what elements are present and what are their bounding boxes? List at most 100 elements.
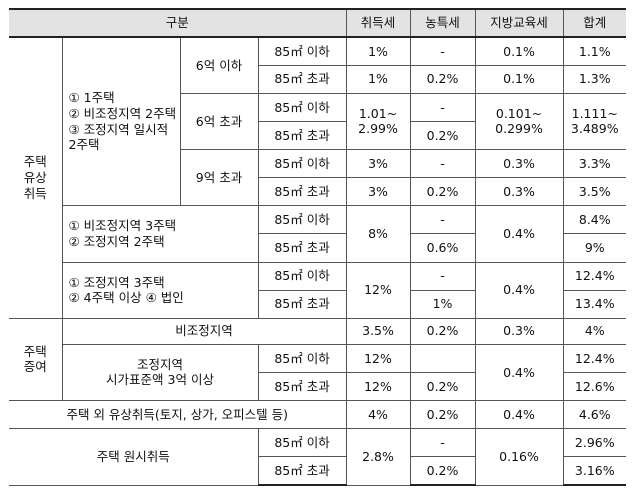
rural-tax-cell: 0.2% — [409, 371, 476, 402]
header-row: 구분 취득세 농특세 지방교육세 합계 — [9, 8, 627, 38]
price-6-below: 6억 이하 — [179, 36, 259, 94]
table-row: ① 비조정지역 3주택 ② 조정지역 2주택 85㎡ 이하 8% - 0.4% … — [9, 205, 627, 263]
area-gt-85: 85㎡ 초과 — [258, 371, 347, 402]
area-le-85: 85㎡ 이하 — [257, 343, 347, 373]
acq-tax-cell: 3.5% — [345, 317, 411, 345]
total-cell: 13.4% — [562, 289, 627, 319]
total-cell: 9% — [562, 233, 627, 263]
price-6-above: 6억 초과 — [180, 92, 259, 151]
total-cell: 3.3% — [562, 148, 627, 179]
total-cell: 4% — [562, 317, 627, 345]
total-cell: 3.16% — [562, 456, 627, 487]
total-cell: 1.1% — [562, 36, 627, 66]
area-le-85: 85㎡ 이하 — [257, 428, 347, 458]
table-row: 주택 유상 취득 ① 1주택 ② 비조정지역 2주택 ③ 조정지역 일시적 2주… — [9, 36, 627, 319]
total-cell: 2.96% — [562, 428, 627, 458]
rural-tax-cell: - — [409, 92, 476, 122]
area-gt-85: 85㎡ 초과 — [258, 289, 347, 319]
group-paid-acquisition: 주택 유상 취득 — [9, 36, 63, 319]
condition-three-house-nonadjusted: ① 비조정지역 3주택 ② 조정지역 2주택 — [62, 205, 259, 263]
table-row: 주택 증여 비조정지역 3.5% 0.2% 0.3% 4% — [9, 317, 627, 402]
rural-tax-cell: - — [409, 261, 476, 291]
edu-tax-cell: 0.4% — [474, 400, 564, 430]
edu-tax-cell: 0.3% — [474, 177, 564, 207]
header-category: 구분 — [9, 8, 347, 38]
total-cell: 3.5% — [562, 177, 627, 207]
rural-tax-cell: 0.2% — [409, 400, 476, 430]
header-rural-special-tax: 농특세 — [409, 8, 476, 38]
rural-tax-cell: 0.2% — [409, 120, 476, 151]
table-row: 9억 초과 85㎡ 이하 3% - 0.3% 3.3% — [9, 148, 627, 207]
group-gift: 주택 증여 — [9, 317, 63, 402]
table-row: 85㎡ 초과 0.2% 3.16% — [9, 456, 627, 487]
rural-tax-cell: 0.2% — [409, 317, 476, 345]
area-gt-85: 85㎡ 초과 — [258, 120, 347, 151]
edu-tax-cell: 0.4% — [474, 205, 564, 263]
edu-tax-cell: 0.1% — [474, 36, 564, 66]
acq-tax-cell: 4% — [345, 400, 411, 430]
edu-tax-cell: 0.3% — [474, 317, 564, 345]
table-row: 주택 외 유상취득(토지, 상가, 오피스텔 등) 4% 0.2% 0.4% 4… — [9, 400, 627, 430]
non-housing-paid-acquisition: 주택 외 유상취득(토지, 상가, 오피스텔 등) — [9, 400, 347, 430]
acq-tax-cell: 12% — [345, 343, 411, 373]
acq-tax-cell: 1% — [345, 36, 411, 66]
total-cell: 8.4% — [562, 205, 627, 235]
total-cell: 12.4% — [562, 261, 627, 291]
table-row: ① 조정지역 3주택 ② 4주택 이상 ④ 법인 85㎡ 이하 12% - 0.… — [9, 261, 627, 319]
acq-tax-cell: 3% — [345, 148, 411, 179]
acq-tax-cell: 8% — [345, 205, 411, 263]
rural-tax-cell: 0.2% — [409, 64, 476, 94]
acq-tax-range: 1.01~ 2.99% — [345, 92, 411, 151]
rural-tax-cell: - — [409, 36, 476, 66]
total-cell: 12.4% — [562, 343, 627, 373]
condition-one-two-house: ① 1주택 ② 비조정지역 2주택 ③ 조정지역 일시적 2주택 — [61, 36, 181, 207]
edu-tax-cell: 0.16% — [474, 428, 564, 486]
price-9-above: 9억 초과 — [180, 148, 259, 207]
table-row: 85㎡ 초과 0.6% 9% — [9, 233, 627, 263]
edu-tax-cell: 0.1% — [474, 64, 564, 94]
total-cell: 1.3% — [562, 64, 627, 94]
edu-tax-cell: 0.4% — [474, 261, 564, 319]
table-row: 85㎡ 초과 12% 0.2% 12.6% — [9, 371, 627, 402]
nonadjusted-region: 비조정지역 — [61, 317, 347, 345]
edu-tax-cell: 0.3% — [474, 148, 564, 179]
area-le-85: 85㎡ 이하 — [257, 261, 347, 291]
rural-tax-cell: 0.2% — [409, 456, 476, 487]
rural-tax-cell — [409, 343, 476, 373]
table-row: 6억 초과 85㎡ 이하 1.01~ 2.99% - 0.101~ 0.299%… — [9, 92, 627, 151]
rural-tax-cell: - — [409, 428, 476, 458]
acq-tax-cell: 2.8% — [345, 428, 411, 486]
total-cell: 12.6% — [562, 371, 627, 402]
acq-tax-cell: 12% — [345, 261, 411, 319]
acq-tax-cell: 1% — [345, 64, 411, 94]
acq-tax-cell: 12% — [345, 371, 411, 402]
edu-tax-range: 0.101~ 0.299% — [474, 92, 564, 151]
total-cell: 4.6% — [562, 400, 627, 430]
acq-tax-cell: 3% — [345, 177, 411, 207]
rural-tax-cell: 0.2% — [409, 177, 476, 207]
tax-rate-table: 구분 취득세 농특세 지방교육세 합계 주택 유상 취득 ① 1주택 ② 비조정… — [9, 8, 627, 487]
rural-tax-cell: 0.6% — [409, 233, 476, 263]
table-row: 85㎡ 초과 1% 13.4% — [9, 289, 627, 319]
area-le-85: 85㎡ 이하 — [257, 36, 347, 66]
rural-tax-cell: - — [409, 205, 476, 235]
area-le-85: 85㎡ 이하 — [257, 205, 347, 235]
table-row: 주택 원시취득 85㎡ 이하 2.8% - 0.16% 2.96% — [9, 428, 627, 486]
header-local-education-tax: 지방교육세 — [474, 8, 564, 38]
area-le-85: 85㎡ 이하 — [257, 148, 347, 179]
rural-tax-cell: - — [409, 148, 476, 179]
condition-three-house-adjusted: ① 조정지역 3주택 ② 4주택 이상 ④ 법인 — [62, 261, 259, 319]
rural-tax-cell: 1% — [409, 289, 476, 319]
area-le-85: 85㎡ 이하 — [257, 92, 347, 122]
adjusted-region-condition: 조정지역 시가표준액 3억 이상 — [62, 343, 259, 402]
housing-original-acquisition: 주택 원시취득 — [9, 428, 259, 486]
total-range: 1.111~ 3.489% — [562, 92, 627, 151]
area-gt-85: 85㎡ 초과 — [258, 456, 347, 487]
area-gt-85: 85㎡ 초과 — [258, 177, 347, 207]
area-gt-85: 85㎡ 초과 — [258, 64, 347, 94]
header-total: 합계 — [562, 8, 627, 38]
header-acquisition-tax: 취득세 — [345, 8, 411, 38]
area-gt-85: 85㎡ 초과 — [258, 233, 347, 263]
edu-tax-cell: 0.4% — [474, 343, 564, 402]
table-row: 조정지역 시가표준액 3억 이상 85㎡ 이하 12% 0.4% 12.4% — [9, 343, 627, 402]
